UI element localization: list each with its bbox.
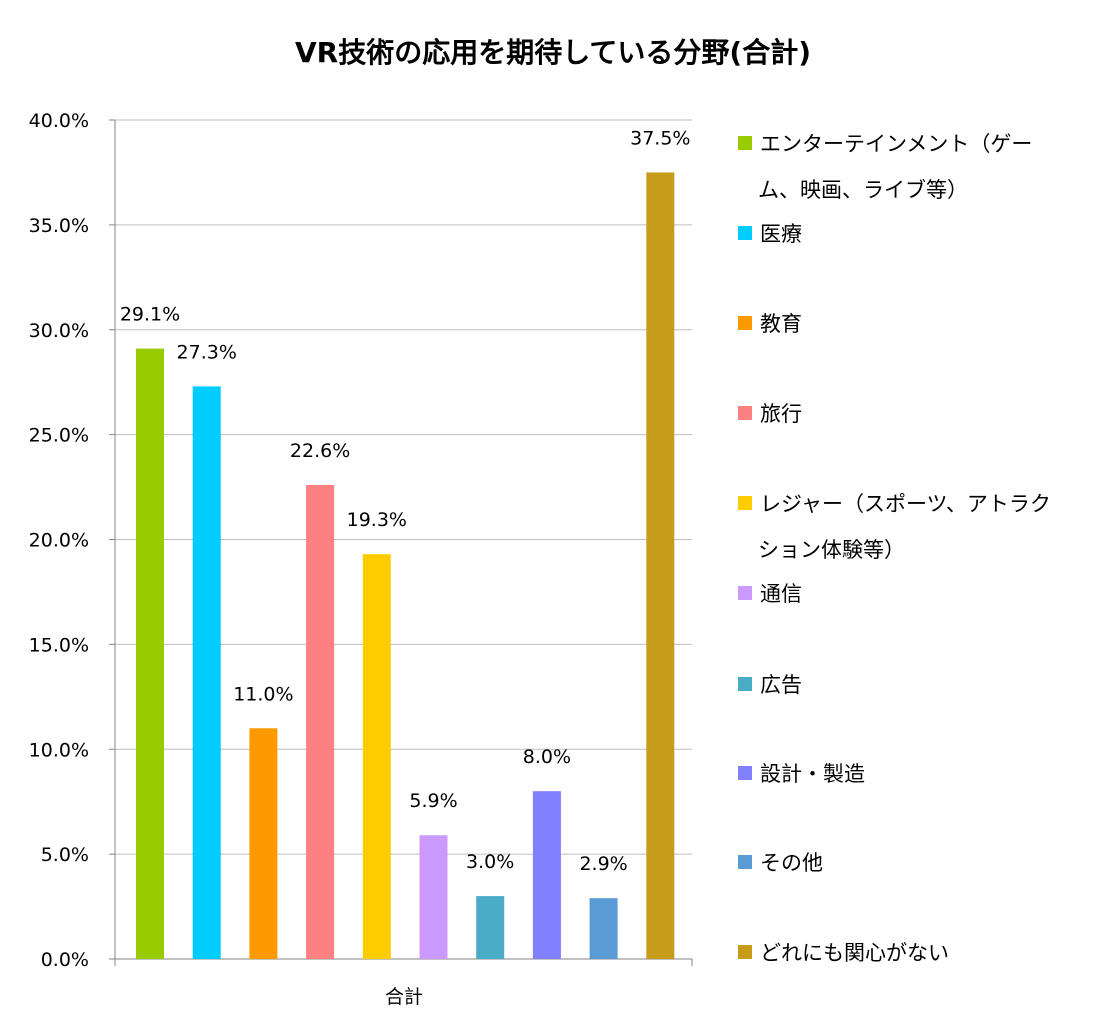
legend-label: エンターテインメント（ゲー: [760, 132, 1032, 156]
legend-label: どれにも関心がない: [760, 941, 949, 965]
legend-swatch: [738, 677, 752, 691]
legend-label: その他: [760, 851, 823, 875]
bar: [419, 835, 448, 959]
bars: [136, 172, 675, 959]
y-tick-label: 10.0%: [29, 739, 89, 761]
y-tick-label: 35.0%: [29, 215, 89, 237]
legend-label: 広告: [760, 673, 802, 697]
legend-label: 旅行: [760, 402, 802, 426]
chart-title: VR技術の応用を期待している分野(合計): [295, 36, 811, 69]
y-tick-label: 5.0%: [41, 844, 89, 866]
legend-label: レジャー（スポーツ、アトラク: [760, 492, 1051, 516]
bar: [646, 172, 675, 959]
data-label: 22.6%: [290, 440, 350, 462]
legend-swatch: [738, 316, 752, 330]
y-tick-label: 0.0%: [41, 949, 89, 971]
legend-swatch: [738, 855, 752, 869]
legend: エンターテインメント（ゲーム、映画、ライブ等） 医療教育旅行レジャー（スポーツ、ア…: [738, 132, 1051, 965]
bar: [136, 348, 164, 959]
legend-label: 通信: [760, 582, 802, 606]
data-label: 29.1%: [120, 304, 180, 326]
x-category-label: 合計: [385, 986, 423, 1008]
legend-swatch: [738, 406, 752, 420]
data-labels: 29.1% 27.3% 11.0% 22.6% 19.3% 5.9% 3.0% 8.0% 2.9…: [120, 127, 691, 875]
bar: [532, 791, 561, 959]
bar: [476, 896, 505, 959]
data-label: 5.9%: [409, 790, 457, 812]
legend-swatch: [738, 586, 752, 600]
y-tick-label: 25.0%: [29, 425, 89, 447]
legend-label: ム、映画、ライブ等）: [758, 178, 968, 202]
legend-swatch: [738, 945, 752, 959]
legend-label: 教育: [760, 312, 802, 336]
y-tick-label: 30.0%: [29, 320, 89, 342]
y-tick-label: 40.0%: [29, 110, 89, 132]
legend-swatch: [738, 226, 752, 240]
y-axis: 0.0% 5.0% 10.0% 15.0% 20.0% 25.0% 30.0% 35.0% 40…: [29, 110, 693, 971]
legend-swatch: [738, 496, 752, 510]
data-label: 3.0%: [466, 851, 514, 873]
data-label: 2.9%: [579, 853, 627, 875]
bar: [192, 386, 221, 959]
bar: [249, 728, 278, 959]
y-tick-label: 15.0%: [29, 634, 89, 656]
bar: [589, 898, 618, 959]
legend-swatch: [738, 766, 752, 780]
y-tick-label: 20.0%: [29, 530, 89, 552]
legend-label: 医療: [760, 222, 802, 246]
legend-label: 設計・製造: [760, 762, 865, 786]
legend-label: ション体験等）: [758, 538, 905, 562]
data-label: 37.5%: [630, 127, 690, 149]
bar: [362, 554, 391, 959]
data-label: 27.3%: [177, 341, 237, 363]
data-label: 11.0%: [233, 683, 293, 705]
bar: [306, 484, 335, 959]
legend-swatch: [738, 136, 752, 150]
data-label: 19.3%: [347, 509, 407, 531]
data-label: 8.0%: [523, 746, 571, 768]
